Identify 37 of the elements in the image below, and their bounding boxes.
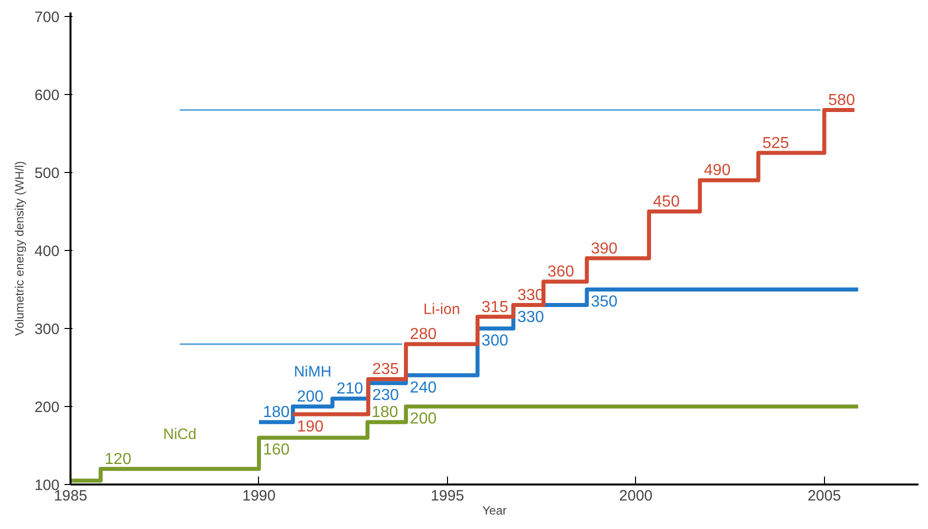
series-label: Li-ion bbox=[423, 301, 460, 318]
x-tick-label: 1995 bbox=[430, 488, 464, 504]
data-label: 180 bbox=[371, 404, 398, 422]
data-label: 330 bbox=[517, 309, 544, 326]
data-label: 120 bbox=[104, 450, 132, 468]
series-label: NiMH bbox=[294, 363, 332, 380]
x-tick-label: 2000 bbox=[619, 488, 653, 504]
data-label: 180 bbox=[262, 404, 290, 422]
data-label: 160 bbox=[262, 442, 290, 459]
data-label: 200 bbox=[410, 410, 437, 428]
data-label: 490 bbox=[704, 162, 731, 180]
y-tick-label: 700 bbox=[34, 8, 60, 26]
data-label: 230 bbox=[372, 387, 400, 404]
y-tick-label: 400 bbox=[34, 242, 60, 260]
y-tick-label: 500 bbox=[34, 164, 60, 182]
y-axis-title: Volumetric energy density (WH/l) bbox=[12, 161, 26, 336]
data-label: 350 bbox=[590, 293, 618, 310]
data-label: 580 bbox=[828, 92, 856, 110]
data-label: 240 bbox=[410, 379, 437, 396]
data-label: 525 bbox=[762, 134, 790, 152]
x-tick-label: 2005 bbox=[808, 488, 841, 504]
series-label: NiCd bbox=[163, 426, 196, 443]
y-tick-label: 300 bbox=[34, 320, 60, 338]
y-tick-label: 600 bbox=[34, 86, 60, 104]
x-axis-title: Year bbox=[482, 504, 507, 518]
data-label: 300 bbox=[482, 332, 508, 350]
y-tick-label: 200 bbox=[34, 398, 60, 416]
data-label: 210 bbox=[336, 380, 364, 398]
data-label: 280 bbox=[410, 326, 437, 344]
data-label: 450 bbox=[653, 193, 680, 210]
data-label: 315 bbox=[482, 298, 508, 316]
data-label: 200 bbox=[296, 388, 324, 406]
data-label: 190 bbox=[296, 418, 324, 436]
data-label: 360 bbox=[547, 264, 574, 281]
data-label: 235 bbox=[372, 361, 400, 378]
data-label: 390 bbox=[590, 240, 618, 258]
x-tick-label: 1990 bbox=[242, 488, 276, 504]
